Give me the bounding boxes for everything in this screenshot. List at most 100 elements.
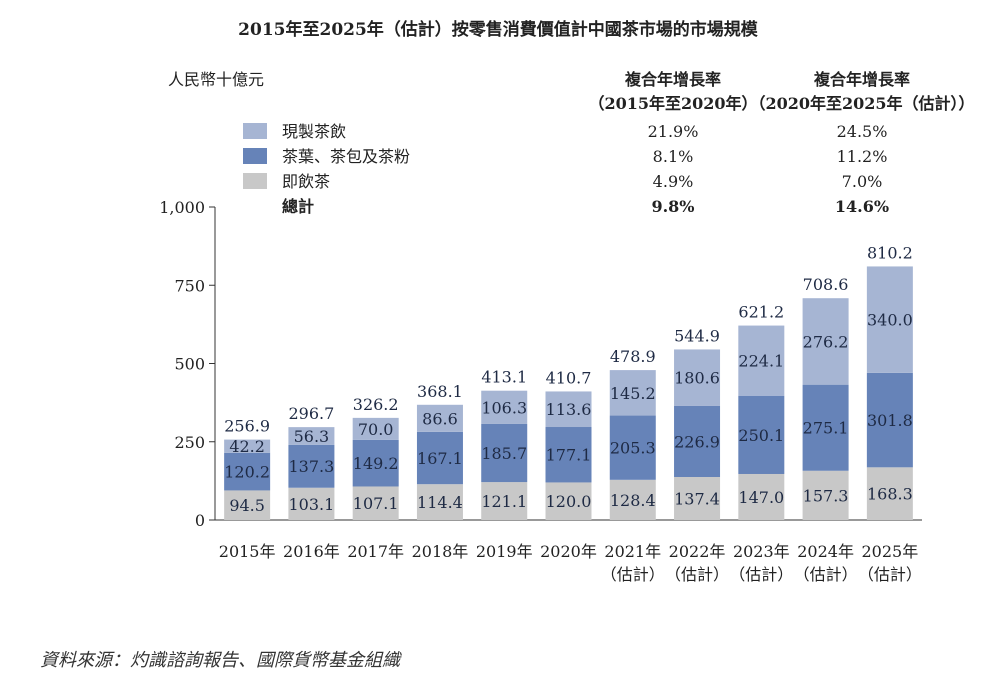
bar-value-label: 137.4: [674, 489, 720, 508]
bar-value-label: 106.3: [481, 398, 527, 417]
cagr-header-2-line2: （2020年至2025年（估計））: [749, 94, 974, 113]
bar-segment-rtd_tea: [224, 439, 271, 453]
y-tick-label: 1,000: [159, 198, 205, 217]
bar-value-label: 167.1: [417, 449, 463, 468]
x-category-label: 2018年: [412, 542, 469, 561]
bar-total-label: 810.2: [867, 243, 913, 262]
bar-value-label: 250.1: [738, 426, 784, 445]
cagr-value-2015-2020: 4.9%: [653, 172, 694, 191]
bar-segment-leaf_tea: [738, 395, 785, 474]
bar-value-label: 149.2: [353, 454, 399, 473]
bar-value-label: 94.5: [229, 496, 265, 515]
x-category-label: 2024年: [797, 542, 854, 561]
bar-value-label: 301.8: [867, 411, 913, 430]
bar-value-label: 276.2: [803, 332, 849, 351]
bar-segment-leaf_tea: [416, 431, 463, 485]
cagr-value-2015-2020: 9.8%: [651, 197, 694, 216]
legend-label: 即飲茶: [282, 172, 330, 191]
bar-segment-instant_tea: [802, 470, 849, 520]
bar-total-label: 478.9: [610, 347, 656, 366]
bar-value-label: 145.2: [610, 384, 656, 403]
bar-value-label: 226.9: [674, 432, 720, 451]
bar-value-label: 205.3: [610, 439, 656, 458]
bar-value-label: 113.6: [546, 400, 592, 419]
bar-value-label: 185.7: [481, 444, 527, 463]
bar-segment-leaf_tea: [224, 452, 271, 491]
source-note: 資料來源：灼識諮詢報告、國際貨幣基金組織: [40, 650, 400, 671]
cagr-value-2020-2025: 14.6%: [835, 197, 889, 216]
cagr-value-2020-2025: 24.5%: [837, 122, 888, 141]
y-tick-label: 250: [174, 433, 205, 452]
cagr-header-2-line1: 複合年增長率: [813, 70, 910, 89]
bar-segment-rtd_tea: [609, 370, 656, 416]
x-category-label: 2015年: [219, 542, 276, 561]
legend-swatch-rtd_tea: [243, 123, 267, 139]
bar-segment-rtd_tea: [481, 390, 528, 424]
bar-total-label: 413.1: [481, 368, 527, 387]
bar-value-label: 107.1: [353, 494, 399, 513]
cagr-value-2015-2020: 8.1%: [653, 147, 694, 166]
bar-value-label: 275.1: [803, 419, 849, 438]
y-tick-label: 500: [174, 355, 205, 374]
bar-segment-rtd_tea: [352, 417, 399, 440]
bar-segment-instant_tea: [866, 467, 913, 520]
bar-segment-leaf_tea: [545, 427, 592, 483]
cagr-value-2020-2025: 7.0%: [842, 172, 883, 191]
bar-value-label: 120.2: [224, 463, 270, 482]
legend-swatch-leaf_tea: [243, 148, 267, 164]
x-category-label: 2019年: [476, 542, 533, 561]
bar-segment-instant_tea: [674, 476, 721, 520]
bar-segment-rtd_tea: [866, 266, 913, 373]
bar-total-label: 621.2: [738, 303, 784, 322]
legend-label: 茶葉、茶包及茶粉: [282, 147, 410, 166]
bar-value-label: 56.3: [294, 427, 330, 446]
bar-segment-leaf_tea: [352, 439, 399, 487]
x-category-sublabel: （估計）: [794, 565, 858, 584]
bar-segment-leaf_tea: [866, 372, 913, 468]
cagr-header-1-line2: （2015年至2020年）: [588, 94, 757, 113]
y-tick-label: 750: [174, 276, 205, 295]
bar-segment-rtd_tea: [416, 404, 463, 432]
bar-value-label: 120.0: [546, 492, 592, 511]
bar-value-label: 121.1: [481, 492, 527, 511]
bar-value-label: 128.4: [610, 491, 656, 510]
bar-segment-rtd_tea: [288, 427, 335, 445]
x-category-label: 2023年: [733, 542, 790, 561]
bar-value-label: 157.3: [803, 486, 849, 505]
y-tick-label: 0: [195, 511, 205, 530]
bar-segment-instant_tea: [738, 473, 785, 520]
cagr-header-1-line1: 複合年增長率: [624, 70, 721, 89]
x-category-sublabel: （估計）: [665, 565, 729, 584]
x-category-sublabel: （估計）: [858, 565, 922, 584]
bar-total-label: 256.9: [224, 417, 270, 436]
x-category-label: 2020年: [540, 542, 597, 561]
bar-value-label: 70.0: [358, 420, 394, 439]
legend-swatch-instant_tea: [243, 173, 267, 189]
bar-value-label: 177.1: [546, 446, 592, 465]
bar-segment-leaf_tea: [609, 415, 656, 480]
bar-total-label: 368.1: [417, 382, 463, 401]
legend-label: 總計: [282, 197, 314, 216]
bar-total-label: 296.7: [289, 404, 335, 423]
bar-segment-instant_tea: [224, 490, 271, 520]
bar-segment-instant_tea: [609, 479, 656, 520]
bar-value-label: 103.1: [289, 495, 335, 514]
bar-segment-rtd_tea: [738, 325, 785, 396]
bar-total-label: 326.2: [353, 395, 399, 414]
bar-segment-rtd_tea: [802, 298, 849, 385]
x-category-sublabel: （估計）: [601, 565, 665, 584]
x-category-label: 2017年: [347, 542, 404, 561]
bar-value-label: 114.4: [417, 493, 463, 512]
bar-segment-instant_tea: [481, 482, 528, 520]
bar-value-label: 340.0: [867, 311, 913, 330]
bar-value-label: 147.0: [738, 488, 784, 507]
bar-value-label: 168.3: [867, 485, 913, 504]
bar-segment-instant_tea: [288, 487, 335, 520]
cagr-value-2015-2020: 21.9%: [648, 122, 699, 141]
bar-value-label: 180.6: [674, 369, 720, 388]
bar-value-label: 86.6: [422, 409, 458, 428]
bar-segment-instant_tea: [352, 486, 399, 520]
chart-title: 2015年至2025年（估計）按零售消費價值計中國茶市場的市場規模: [238, 19, 759, 40]
legend-label: 現製茶飲: [282, 122, 346, 141]
